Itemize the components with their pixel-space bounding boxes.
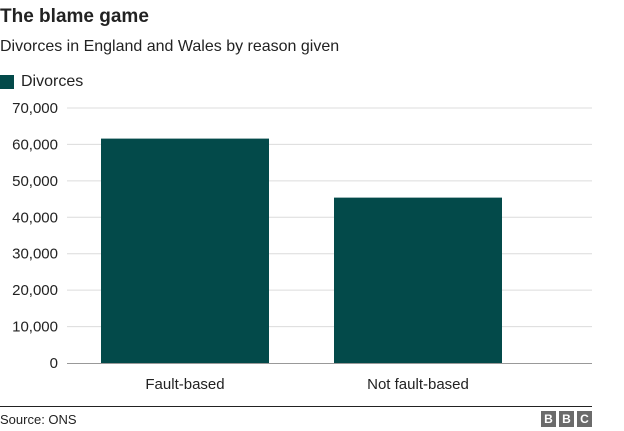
legend-swatch <box>0 75 14 89</box>
logo-letter: C <box>577 411 592 427</box>
chart-subtitle: Divorces in England and Wales by reason … <box>0 38 340 55</box>
bar <box>334 197 502 363</box>
logo-letter: B <box>541 411 556 427</box>
bbc-logo: B B C <box>541 411 592 427</box>
x-tick-label: Fault-based <box>145 376 224 393</box>
legend-label: Divorces <box>21 73 84 90</box>
x-tick-label: Not fault-based <box>367 376 469 393</box>
y-tick-label: 20,000 <box>12 282 58 299</box>
y-tick-label: 40,000 <box>12 209 58 226</box>
y-tick-label: 30,000 <box>12 246 58 263</box>
y-tick-label: 60,000 <box>12 136 58 153</box>
y-tick-label: 50,000 <box>12 173 58 190</box>
y-tick-label: 10,000 <box>12 319 58 336</box>
source-note: Source: ONS <box>0 412 77 427</box>
y-tick-label: 70,000 <box>12 100 58 117</box>
footer-divider <box>0 406 592 407</box>
bar <box>101 138 269 363</box>
logo-letter: B <box>559 411 574 427</box>
bar-chart: 0 10,000 20,000 30,000 40,000 50,000 60,000 70,… <box>12 100 592 393</box>
chart-title: The blame game <box>0 6 149 27</box>
legend: Divorces <box>0 73 83 91</box>
y-tick-label: 0 <box>50 355 58 372</box>
